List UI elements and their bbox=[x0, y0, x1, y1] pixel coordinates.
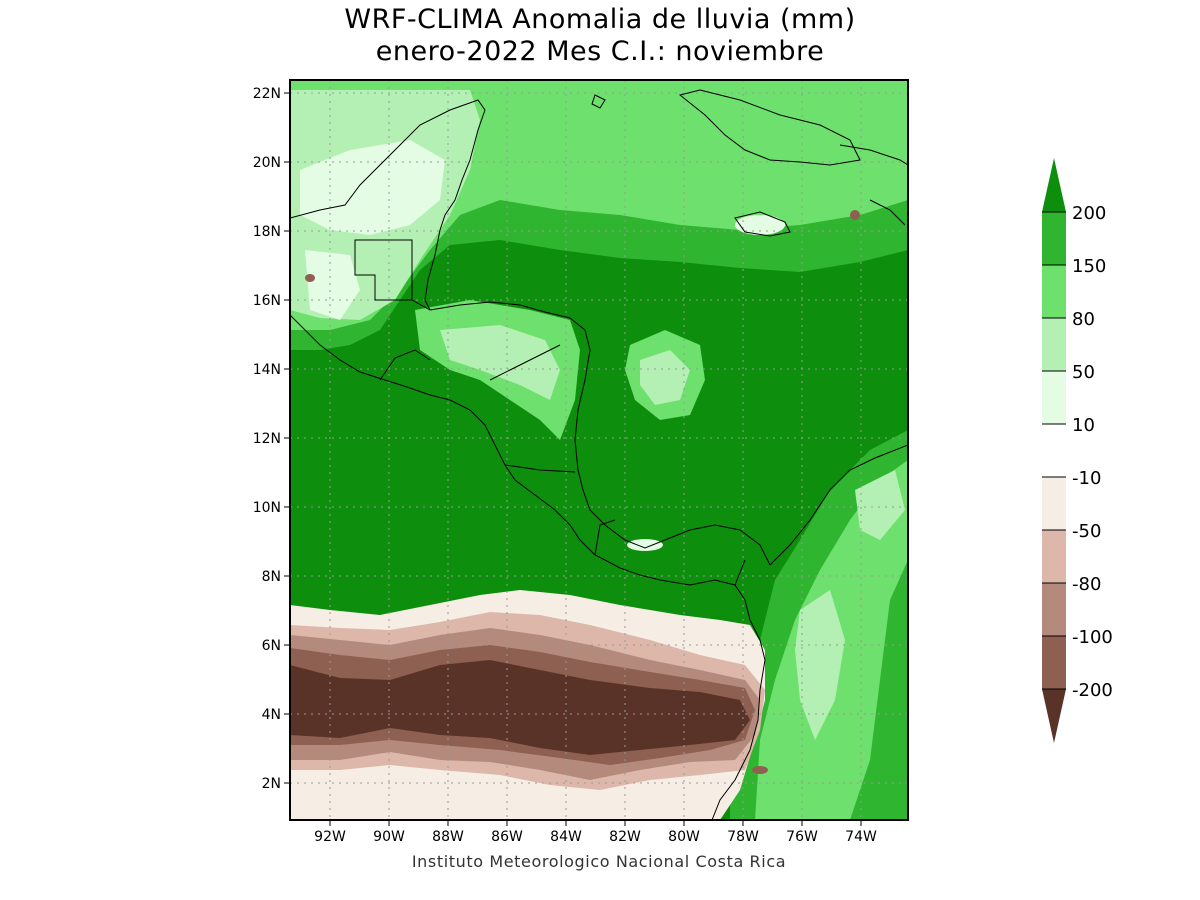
field-colombia-50b bbox=[855, 470, 905, 540]
lat-label: 12N bbox=[253, 431, 281, 447]
colorbar-top-arrow bbox=[1042, 158, 1066, 212]
lat-label: 8N bbox=[262, 569, 281, 585]
colorbar-swatch bbox=[1042, 265, 1066, 318]
lon-label: 82W bbox=[609, 829, 641, 845]
field-honduras-50 bbox=[440, 325, 560, 400]
colorbar-swatch bbox=[1042, 583, 1066, 636]
field-spot-1 bbox=[305, 274, 315, 282]
colorbar-bottom-arrow bbox=[1042, 689, 1066, 743]
lon-label: 74W bbox=[845, 829, 877, 845]
coastlines bbox=[290, 89, 908, 820]
field-spot-2 bbox=[752, 766, 768, 774]
legend-label: 80 bbox=[1072, 309, 1095, 330]
lat-label: 20N bbox=[253, 155, 281, 171]
colorbar-swatch bbox=[1042, 424, 1066, 477]
colorbar-legend: 200 150 80 50 10 -10 -50 -80 -100 -200 bbox=[1042, 158, 1113, 743]
lat-labels: 2N 4N 6N 8N 10N 12N 14N 16N 18N 20N 22N bbox=[253, 86, 281, 792]
field-caribbean-50 bbox=[640, 350, 690, 405]
lon-label: 86W bbox=[491, 829, 523, 845]
map-title: WRF-CLIMA Anomalia de lluvia (mm) bbox=[344, 4, 856, 35]
lon-label: 88W bbox=[432, 829, 464, 845]
grid-lines bbox=[290, 80, 908, 820]
map-frame bbox=[289, 79, 909, 821]
field-panama-10 bbox=[627, 539, 663, 551]
colorbar-swatch bbox=[1042, 318, 1066, 371]
legend-label: 50 bbox=[1072, 362, 1095, 383]
legend-label: -100 bbox=[1072, 627, 1113, 648]
legend-label: -80 bbox=[1072, 574, 1101, 595]
lon-label: 78W bbox=[727, 829, 759, 845]
legend-label: -50 bbox=[1072, 521, 1101, 542]
colorbar-swatch bbox=[1042, 212, 1066, 265]
legend-label: 150 bbox=[1072, 256, 1106, 277]
field-s-lt-m200 bbox=[290, 660, 750, 755]
legend-label: -10 bbox=[1072, 468, 1101, 489]
field-colombia-50 bbox=[795, 590, 845, 740]
map-subtitle: enero-2022 Mes C.I.: noviembre bbox=[375, 36, 825, 67]
anomaly-field bbox=[290, 80, 908, 820]
field-guatemala-10 bbox=[305, 250, 360, 320]
colorbar-swatch bbox=[1042, 530, 1066, 583]
colorbar-swatch bbox=[1042, 477, 1066, 530]
colorbar-swatch bbox=[1042, 371, 1066, 424]
legend-label: -200 bbox=[1072, 680, 1113, 701]
lat-label: 6N bbox=[262, 638, 281, 654]
lon-label: 90W bbox=[373, 829, 405, 845]
lat-label: 16N bbox=[253, 293, 281, 309]
axis-ticks bbox=[284, 92, 862, 826]
field-spot-3 bbox=[850, 210, 860, 220]
lat-label: 10N bbox=[253, 500, 281, 516]
field-jamaica-10 bbox=[735, 215, 785, 235]
colorbar-swatch bbox=[1042, 636, 1066, 689]
legend-label: 10 bbox=[1072, 415, 1095, 436]
lat-label: 14N bbox=[253, 362, 281, 378]
lon-label: 92W bbox=[314, 829, 346, 845]
lon-label: 84W bbox=[550, 829, 582, 845]
legend-label: 200 bbox=[1072, 203, 1106, 224]
lat-label: 2N bbox=[262, 776, 281, 792]
lon-label: 76W bbox=[786, 829, 818, 845]
lon-labels: 92W 90W 88W 86W 84W 82W 80W 78W 76W 74W bbox=[314, 829, 877, 845]
lat-label: 22N bbox=[253, 86, 281, 102]
lat-label: 18N bbox=[253, 224, 281, 240]
lat-label: 4N bbox=[262, 707, 281, 723]
field-yucatan-10 bbox=[300, 140, 445, 235]
credit-footer: Instituto Meteorologico Nacional Costa R… bbox=[411, 852, 787, 871]
lon-label: 80W bbox=[668, 829, 700, 845]
